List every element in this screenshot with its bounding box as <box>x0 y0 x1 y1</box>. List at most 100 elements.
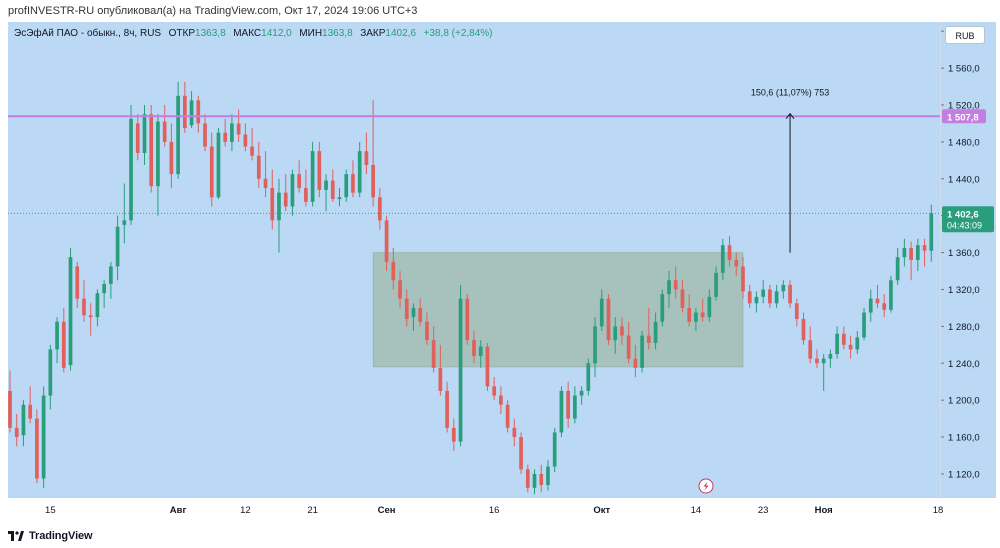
candle-body <box>14 427 19 438</box>
candle-body <box>61 321 66 368</box>
candle <box>243 123 248 152</box>
candle <box>61 307 66 373</box>
currency-button[interactable]: RUB <box>945 26 985 44</box>
candle-body <box>411 307 416 318</box>
candle <box>754 291 759 313</box>
candle-body <box>868 298 873 313</box>
candle-body <box>431 340 436 368</box>
candle-body <box>606 298 611 341</box>
candle <box>895 247 900 285</box>
candle <box>236 109 241 142</box>
measure-arrow-head <box>785 112 795 119</box>
candle-body <box>519 437 523 470</box>
candle-body <box>283 192 288 207</box>
candle <box>48 344 53 410</box>
candle <box>761 280 766 304</box>
candle-body <box>102 283 106 294</box>
candle-body <box>364 151 369 165</box>
candle-body <box>445 390 449 428</box>
time-axis[interactable]: 15 Авг 12 21 Сен 16 Окт 14 23 Ноя 18 <box>8 498 996 522</box>
candle-body <box>337 197 342 200</box>
candle <box>438 344 443 396</box>
candle-body <box>673 280 678 290</box>
footer: TradingView <box>0 521 1000 548</box>
candle <box>378 188 382 230</box>
candle-body <box>122 220 127 225</box>
candle-body <box>862 312 866 338</box>
candle <box>586 358 591 396</box>
candle-body <box>203 123 207 147</box>
candle-body <box>438 367 443 391</box>
candle-body <box>505 404 510 428</box>
candle <box>270 169 275 230</box>
candle <box>357 141 362 198</box>
candle <box>815 349 819 368</box>
candle-body <box>512 427 517 438</box>
candlestick-chart[interactable]: 150,6 (11,07%) 753 <box>8 22 940 497</box>
candle <box>371 100 375 207</box>
candle <box>720 238 725 281</box>
candle <box>808 326 813 364</box>
candle <box>606 294 611 345</box>
candle <box>115 215 120 281</box>
candle-body <box>256 155 261 179</box>
candle <box>216 128 221 200</box>
candle <box>781 280 786 299</box>
candle-body <box>297 174 302 189</box>
candle-body <box>660 294 665 322</box>
candle-body <box>573 395 577 419</box>
chart-pane[interactable]: 150,6 (11,07%) 753 <box>8 22 940 497</box>
legend-high-value: 1412,0 <box>261 28 292 39</box>
candle <box>209 132 214 207</box>
top-bar: profINVESTR-RU опубликовал(а) на Trading… <box>0 0 1000 22</box>
candle <box>774 284 779 308</box>
candle-body <box>747 291 752 304</box>
candle <box>821 354 826 391</box>
candle <box>828 349 833 368</box>
candle <box>8 370 12 433</box>
candle <box>640 330 644 373</box>
candle-body <box>821 358 826 364</box>
candle <box>75 261 80 308</box>
candle-body <box>694 312 698 322</box>
candle <box>525 464 530 493</box>
candle-body <box>189 100 194 126</box>
candle-body <box>357 151 362 193</box>
candle-body <box>929 213 934 251</box>
candle <box>21 400 26 447</box>
candle <box>478 340 483 368</box>
candle <box>546 460 550 491</box>
candle-body <box>801 318 806 341</box>
price-axis[interactable]: 1 600,01 560,01 520,01 480,01 440,01 400… <box>941 22 997 497</box>
candle-body <box>250 146 254 156</box>
candle <box>707 289 712 322</box>
candle-body <box>8 390 12 428</box>
candle <box>337 188 342 207</box>
candle <box>687 294 692 327</box>
candle <box>653 312 658 350</box>
candle-body <box>156 121 160 187</box>
candle <box>55 317 59 364</box>
candle <box>492 377 497 401</box>
candle <box>14 413 19 447</box>
candle <box>794 298 799 327</box>
time-tick-label: 15 <box>45 505 56 516</box>
candle <box>364 132 369 175</box>
candle-body <box>882 303 887 310</box>
candle-body <box>317 151 322 190</box>
time-tick-label: 14 <box>691 505 702 516</box>
candle <box>465 294 470 345</box>
candle <box>727 235 732 267</box>
candle-body <box>290 174 295 207</box>
candle-body <box>330 180 335 200</box>
tradingview-logo[interactable]: TradingView <box>8 529 93 543</box>
price-scale[interactable]: 1 600,01 560,01 520,01 480,01 440,01 400… <box>940 22 996 497</box>
candle <box>223 118 228 147</box>
lightning-icon[interactable] <box>698 478 714 494</box>
candle <box>593 317 597 378</box>
time-scale[interactable]: 15 Авг 12 21 Сен 16 Окт 14 23 Ноя 18 <box>8 497 996 521</box>
candle-body <box>499 395 503 405</box>
candle-body <box>478 346 483 356</box>
candle-body <box>492 386 497 396</box>
candle-body <box>626 335 631 359</box>
